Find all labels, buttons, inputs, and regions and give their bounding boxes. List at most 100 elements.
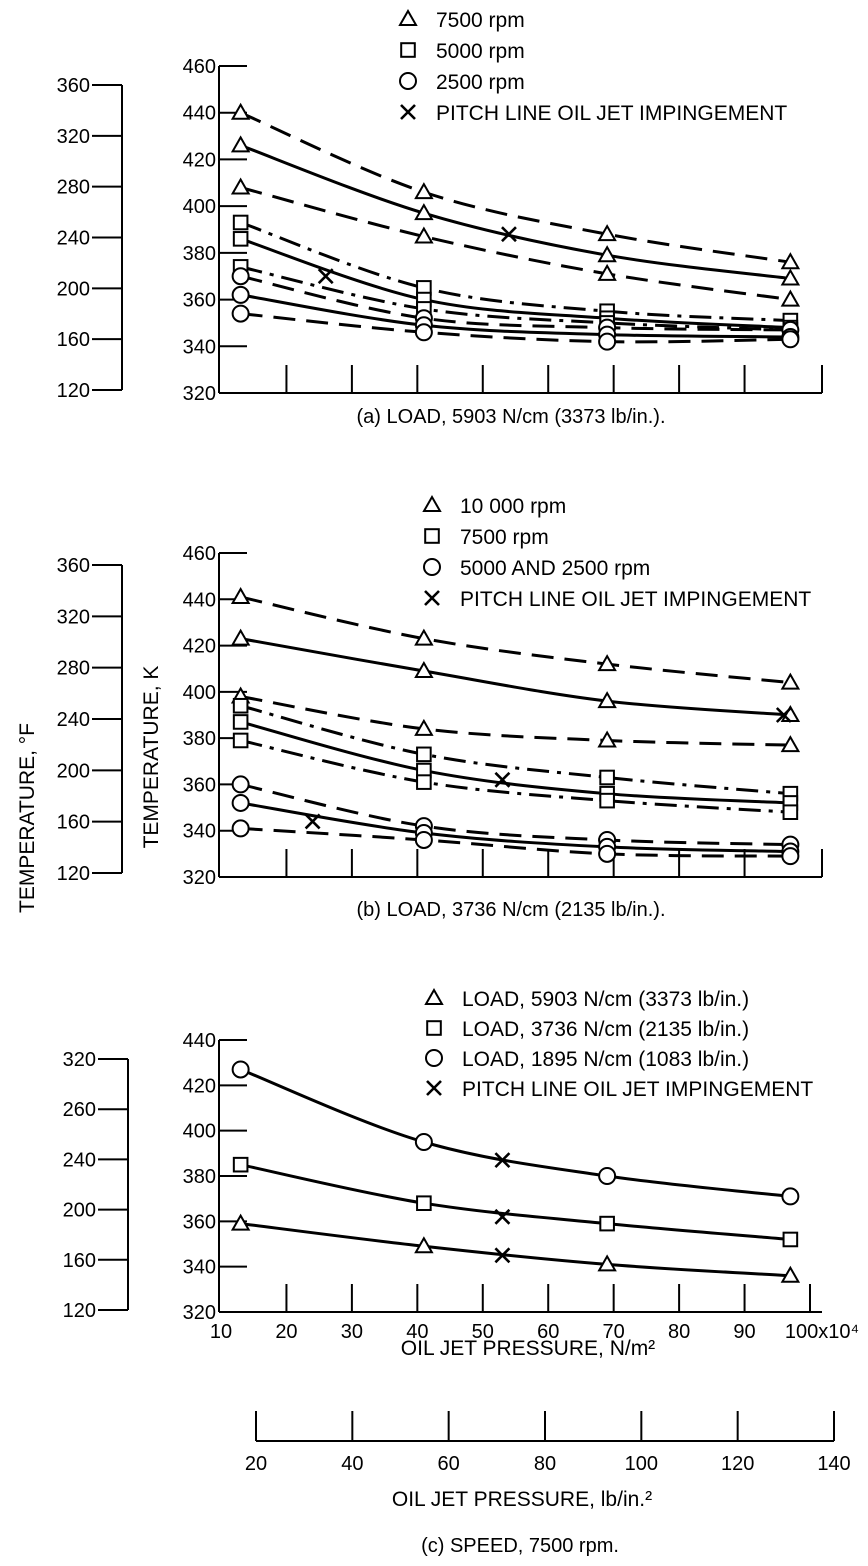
triangle-data-point xyxy=(597,730,617,748)
series-curve-triangle xyxy=(240,595,791,685)
square-data-point xyxy=(232,1156,249,1173)
k-axis-tick-label: 460 xyxy=(183,543,216,565)
circle-data-point xyxy=(781,847,800,866)
legend-label: LOAD, 3736 N/cm (2135 lb/in.) xyxy=(462,1018,749,1041)
legend-square-icon xyxy=(426,1020,442,1036)
square-data-point xyxy=(416,774,432,790)
series-curve-square xyxy=(240,704,791,796)
circle-data-point xyxy=(598,844,617,863)
x-axis-tick-label: 100x10⁴ xyxy=(785,1321,859,1343)
x2-axis-tick-label: 80 xyxy=(534,1453,556,1475)
series-curve-circle xyxy=(240,274,791,332)
circle-data-point xyxy=(231,775,250,794)
x-axis-tick-label: 50 xyxy=(472,1321,494,1343)
circle-data-point xyxy=(231,285,250,304)
x-axis-tick-label: 40 xyxy=(406,1321,428,1343)
f-axis-tick-label: 120 xyxy=(63,1300,96,1322)
x-axis-tick-label: 30 xyxy=(341,1321,363,1343)
triangle-data-point xyxy=(414,226,434,244)
k-axis-tick-label: 440 xyxy=(183,1030,216,1052)
triangle-data-point xyxy=(597,224,617,242)
f-axis-tick-label: 200 xyxy=(57,760,90,782)
f-axis-tick-label: 320 xyxy=(57,606,90,628)
triangle-data-point xyxy=(597,654,617,672)
f-axis-tick-label: 200 xyxy=(63,1200,96,1222)
x-axis-title: OIL JET PRESSURE, N/m² xyxy=(401,1337,655,1360)
k-axis-tick-label: 320 xyxy=(183,867,216,889)
k-axis-tick-label: 420 xyxy=(183,636,216,658)
triangle-data-point xyxy=(414,628,434,646)
k-axis-tick-label: 460 xyxy=(183,56,216,78)
circle-data-point xyxy=(231,304,250,323)
legend-triangle-icon xyxy=(424,987,444,1005)
k-axis-tick-label: 400 xyxy=(183,1121,216,1143)
f-axis-tick-label: 240 xyxy=(57,709,90,731)
x-axis-tick-label: 90 xyxy=(733,1321,755,1343)
k-axis-tick-label: 360 xyxy=(183,290,216,312)
triangle-data-point xyxy=(230,586,251,604)
square-data-point xyxy=(416,746,432,763)
square-data-point xyxy=(232,714,249,730)
legend-square-icon xyxy=(400,42,416,58)
x2-axis-tick-label: 60 xyxy=(438,1453,460,1475)
series-curve-square xyxy=(240,720,791,805)
f-axis-tick-label: 320 xyxy=(63,1049,96,1071)
square-data-point xyxy=(232,214,249,231)
legend-circle-icon xyxy=(399,72,417,90)
series-curve-triangle xyxy=(240,144,791,281)
circle-data-point xyxy=(598,332,617,351)
x-axis-tick-label: 10 xyxy=(210,1321,232,1343)
f-axis-tick-label: 160 xyxy=(57,812,90,834)
series-curve-square xyxy=(240,221,791,323)
triangle-data-point xyxy=(780,252,801,270)
triangle-data-point xyxy=(230,102,251,120)
series-curve-triangle xyxy=(240,186,791,302)
secondary-x-axis: 20 40 60 80 100 120 140 OIL JET PRESSURE, lb/in… xyxy=(245,1411,851,1511)
x-axis-tick-label: 60 xyxy=(537,1321,559,1343)
x-axis-tick-label: 20 xyxy=(275,1321,297,1343)
triangle-data-point xyxy=(414,182,434,200)
triangle-data-point xyxy=(230,1213,251,1231)
legend-label: LOAD, 5903 N/cm (3373 lb/in.) xyxy=(462,988,749,1011)
series-curve-circle xyxy=(240,1068,791,1198)
k-axis-tick-label: 360 xyxy=(183,1211,216,1233)
impingement-point xyxy=(494,771,511,788)
legend-label: 5000 rpm xyxy=(436,40,525,63)
series-curve-triangle xyxy=(240,695,791,747)
k-axis-tick-label: 340 xyxy=(183,336,216,358)
x2-axis-tick-label: 120 xyxy=(721,1453,754,1475)
f-axis-tick-label: 360 xyxy=(57,555,90,577)
y-axis-title-kelvin: TEMPERATURE, K xyxy=(140,666,163,849)
triangle-data-point xyxy=(597,263,617,281)
legend-triangle-icon xyxy=(422,494,442,512)
impingement-point xyxy=(494,1247,511,1264)
square-data-point xyxy=(782,1231,799,1248)
triangle-data-point xyxy=(597,245,617,263)
legend-circle-icon xyxy=(423,558,441,576)
legend-label: 10 000 rpm xyxy=(460,495,566,518)
circle-data-point xyxy=(414,830,433,849)
panel-caption: (b) LOAD, 3736 N/cm (2135 lb/in.). xyxy=(356,899,665,921)
k-axis-tick-label: 320 xyxy=(183,1302,216,1324)
legend-circle-icon xyxy=(425,1049,443,1067)
series-curve-square xyxy=(240,1163,791,1241)
triangle-data-point xyxy=(597,1254,617,1272)
k-axis-tick-label: 380 xyxy=(183,1166,216,1188)
series-curve-circle xyxy=(240,293,791,339)
circle-data-point xyxy=(231,819,250,838)
y-axis-title-fahrenheit: TEMPERATURE, °F xyxy=(16,723,39,913)
series-curve-square xyxy=(240,738,791,814)
triangle-data-point xyxy=(230,628,251,646)
circle-data-point xyxy=(781,1187,800,1206)
legend-label: 2500 rpm xyxy=(436,71,525,94)
k-axis-tick-label: 320 xyxy=(183,383,216,405)
triangle-data-point xyxy=(780,672,801,690)
impingement-point xyxy=(317,268,334,285)
legend-label: PITCH LINE OIL JET IMPINGEMENT xyxy=(460,588,811,611)
panel-c: 3203403603804004204401201602002402603201… xyxy=(63,987,859,1557)
impingement-point xyxy=(775,707,792,723)
x2-axis-tick-label: 140 xyxy=(817,1453,850,1475)
square-data-point xyxy=(232,697,249,714)
series-curve-triangle xyxy=(240,1222,791,1278)
series-curve-square xyxy=(240,265,791,332)
